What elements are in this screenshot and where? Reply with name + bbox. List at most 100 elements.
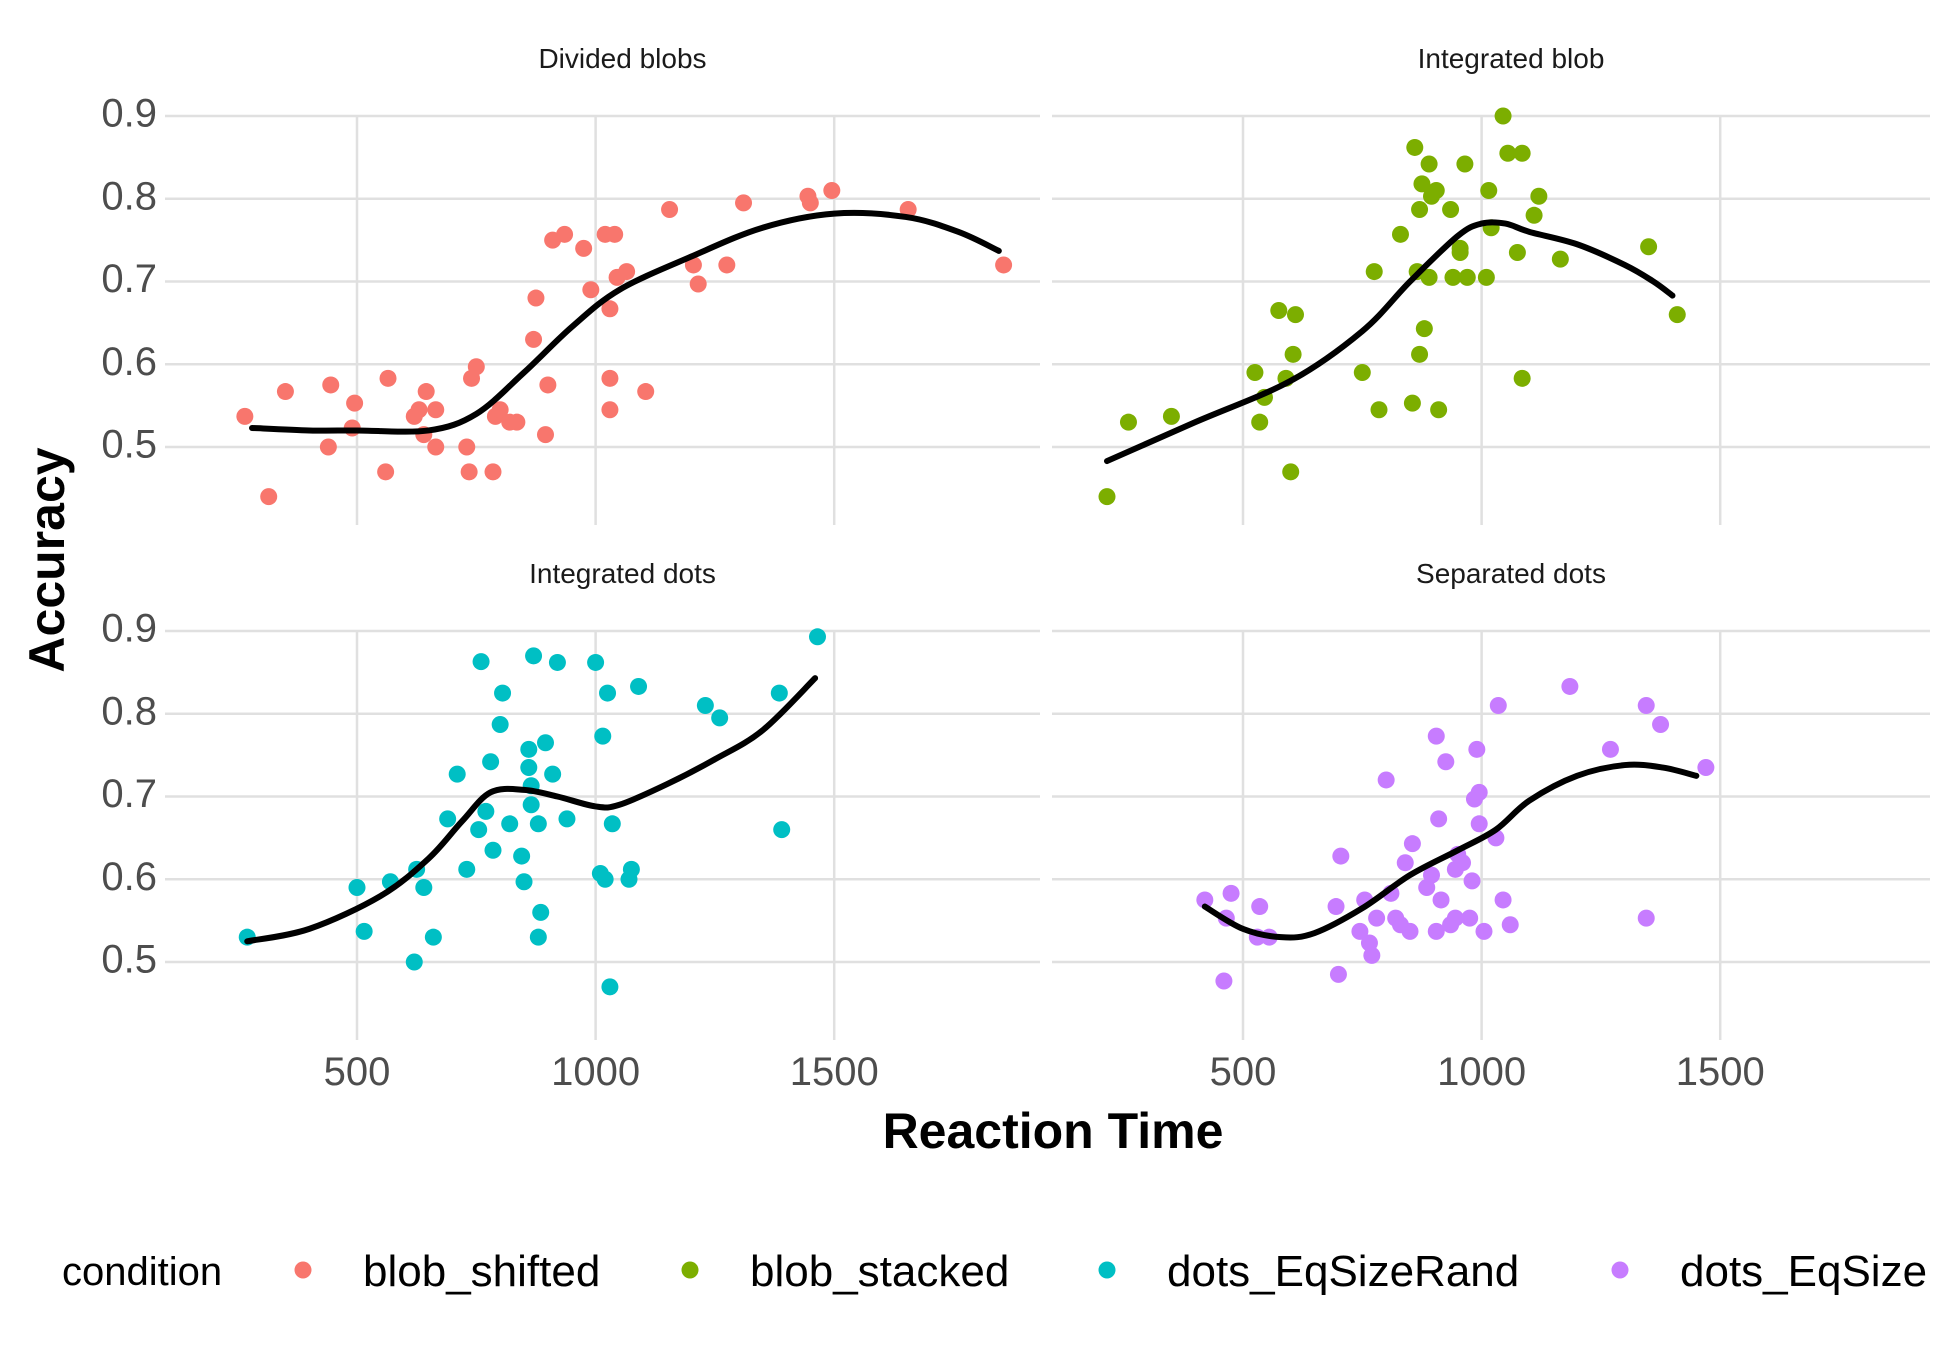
data-point [696, 696, 714, 714]
data-point [415, 879, 433, 897]
data-point [1215, 972, 1233, 990]
panel-title: Integrated dots [529, 558, 716, 589]
smooth-trend-line [244, 675, 819, 945]
data-point [482, 753, 500, 771]
data-point [1403, 394, 1421, 412]
panel-title: Divided blobs [538, 43, 706, 74]
legend-key-4 [1611, 1261, 1629, 1279]
data-point [260, 488, 278, 506]
data-point [1480, 181, 1498, 199]
data-point [622, 860, 640, 878]
data-point [319, 438, 337, 456]
data-point [582, 281, 600, 299]
data-point [484, 463, 502, 481]
data-point [1403, 835, 1421, 853]
data-point [355, 922, 373, 940]
data-point [377, 463, 395, 481]
data-point [601, 369, 619, 387]
legend-label-4: dots_EqSize [1680, 1247, 1927, 1296]
data-point [1489, 696, 1507, 714]
y-tick-label: 0.7 [101, 772, 157, 816]
data-point [539, 376, 557, 394]
data-point [417, 383, 435, 401]
data-point [491, 401, 509, 419]
data-point [532, 903, 550, 921]
data-point [618, 263, 636, 281]
data-point [1162, 407, 1180, 425]
data-point [1413, 175, 1431, 193]
data-point [1251, 898, 1269, 916]
data-point [508, 413, 526, 431]
legend-title: condition [62, 1250, 222, 1294]
data-point [484, 841, 502, 859]
data-point [1551, 250, 1569, 268]
panel-1: Divided blobs 0.5 0.6 0.7 0.8 0.9 [101, 43, 1040, 525]
data-point [1427, 727, 1445, 745]
data-point [1415, 320, 1433, 338]
data-point [1327, 898, 1345, 916]
data-point [467, 358, 485, 376]
data-point [494, 684, 512, 702]
data-point [1251, 413, 1269, 431]
y-tick-label: 0.8 [101, 689, 157, 733]
data-point [1420, 155, 1438, 173]
data-point [1391, 225, 1409, 243]
data-point [1098, 488, 1116, 506]
data-point [458, 438, 476, 456]
data-point [823, 181, 841, 199]
data-point [1456, 155, 1474, 173]
data-point [1222, 884, 1240, 902]
y-tick-label: 0.6 [101, 340, 157, 384]
data-point [808, 628, 826, 646]
data-point [661, 201, 679, 219]
data-point [801, 194, 819, 212]
data-point [1401, 922, 1419, 940]
data-point [1442, 201, 1460, 219]
data-point [1530, 187, 1548, 205]
data-point [491, 716, 509, 734]
data-point [1332, 847, 1350, 865]
data-point [1513, 144, 1531, 162]
data-point [1284, 345, 1302, 363]
data-point [460, 463, 478, 481]
data-point [520, 759, 538, 777]
data-point [1458, 268, 1476, 286]
data-point [1454, 854, 1472, 872]
data-point [501, 815, 519, 833]
smooth-trend-line [249, 209, 1002, 435]
data-point [601, 300, 619, 318]
data-point [1370, 401, 1388, 419]
y-tick-label: 0.9 [101, 92, 157, 136]
legend-key-1 [294, 1261, 312, 1279]
data-point [995, 256, 1013, 274]
data-point [527, 289, 545, 307]
data-point [1477, 268, 1495, 286]
data-point [556, 225, 574, 243]
data-point [536, 426, 554, 444]
data-point [1652, 716, 1670, 734]
data-point [1351, 922, 1369, 940]
data-point [1427, 922, 1445, 940]
data-point [525, 330, 543, 348]
data-point [1430, 810, 1448, 828]
data-point [1508, 244, 1526, 262]
data-point [1499, 144, 1517, 162]
data-point [689, 275, 707, 293]
data-point [276, 383, 294, 401]
data-point [236, 407, 254, 425]
y-tick-label: 0.9 [101, 607, 157, 651]
data-point [1697, 759, 1715, 777]
data-point [587, 653, 605, 671]
data-point [405, 953, 423, 971]
data-point [606, 225, 624, 243]
data-point [1406, 138, 1424, 156]
data-point [594, 727, 612, 745]
data-point [1329, 965, 1347, 983]
data-point [548, 653, 566, 671]
data-point [1601, 740, 1619, 758]
data-point [735, 194, 753, 212]
data-point [1668, 306, 1686, 324]
data-point [1637, 909, 1655, 927]
data-point [472, 653, 490, 671]
